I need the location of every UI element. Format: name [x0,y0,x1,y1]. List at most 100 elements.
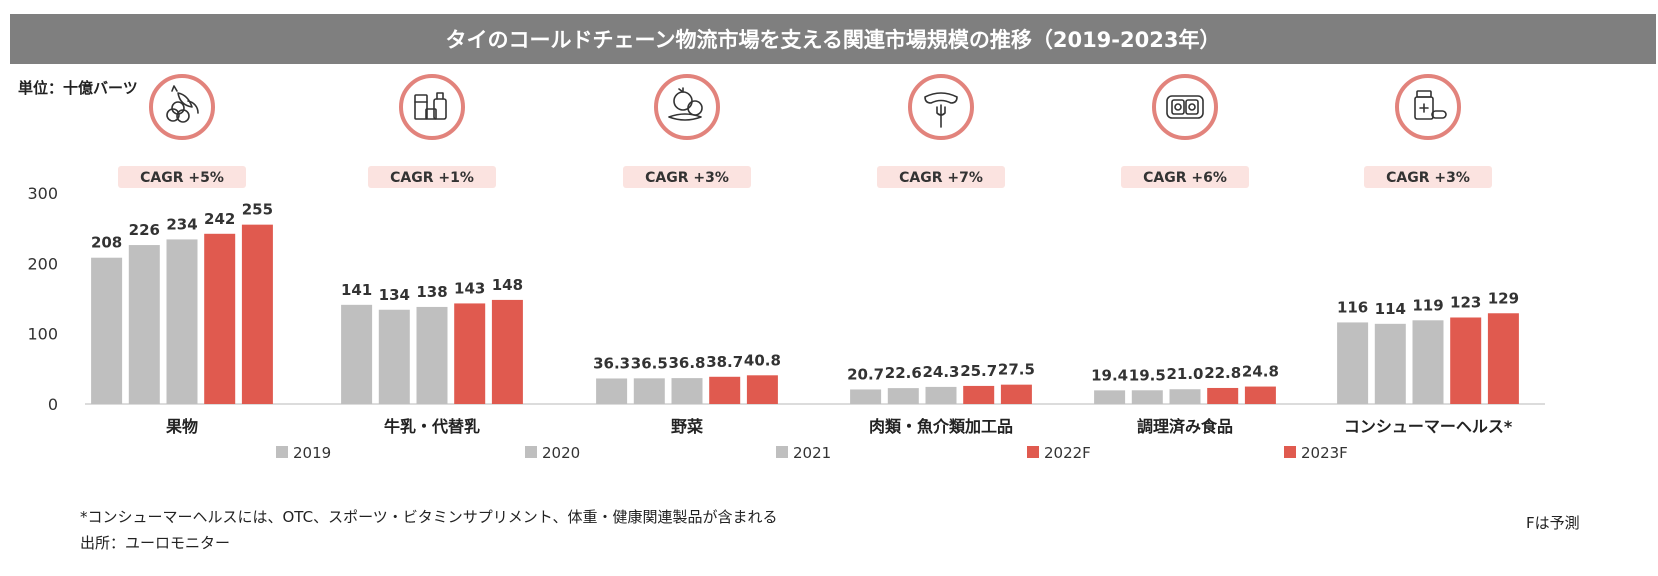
data-label: 141 [341,281,372,299]
data-label: 208 [91,234,122,252]
data-label: 255 [242,201,273,219]
bar-2023f [1487,313,1519,404]
cagr-label: CAGR +3% [645,170,729,186]
data-label: 234 [166,215,197,233]
bar-2022f [1207,387,1239,404]
unit-label: 単位：十億バーツ [18,79,138,97]
cagr-label: CAGR +5% [140,170,224,186]
legend-swatch [1027,446,1039,458]
legend-label: 2021 [793,444,831,462]
ready-meal-icon [1152,74,1218,140]
data-label: 148 [492,276,523,294]
data-label: 226 [129,221,160,239]
category-label: 果物 [165,417,198,436]
bar-2021 [1412,320,1444,404]
data-label: 116 [1337,298,1368,316]
data-label: 22.8 [1204,364,1241,382]
bar-2023f [491,299,523,404]
bar-2023f [1244,386,1276,404]
bar-2020 [887,388,919,404]
data-label: 36.5 [631,354,668,372]
bar-2019 [596,378,628,404]
chart-title: タイのコールドチェーン物流市場を支える関連市場規模の推移（2019-2023年） [10,14,1656,64]
cagr-badge [877,166,1005,188]
legend-swatch [525,446,537,458]
y-tick-label: 200 [27,254,58,273]
legend-label: 2023F [1301,444,1348,462]
data-label: 242 [204,210,235,228]
data-label: 129 [1488,289,1519,307]
bar-2023f [1000,384,1032,404]
bar-2021 [166,239,198,404]
y-tick-label: 300 [27,184,58,203]
bar-2022f [1450,317,1482,404]
data-label: 38.7 [706,353,743,371]
meat-fork-icon [908,74,974,140]
milk-dairy-icon [399,74,465,140]
bar-2021 [925,386,957,404]
bar-2020 [1131,390,1163,404]
bar-2020 [1374,323,1406,404]
cagr-label: CAGR +7% [899,170,983,186]
bar-2019 [341,304,373,404]
data-label: 36.8 [668,354,705,372]
fruit-icon [149,74,215,140]
data-label: 19.4 [1091,366,1128,384]
bar-2021 [1169,389,1201,404]
data-label: 27.5 [998,361,1035,379]
source-note: 出所：ユーロモニター [80,534,231,552]
vegetable-icon [654,74,720,140]
cagr-badge [623,166,751,188]
legend-label: 2019 [293,444,331,462]
bar-2021 [671,378,703,404]
cagr-label: CAGR +6% [1143,170,1227,186]
bar-2022f [204,233,236,404]
bar-2022f [709,376,741,404]
data-label: 138 [416,283,447,301]
data-label: 24.8 [1242,363,1279,381]
forecast-note: Fは予測 [1526,514,1580,532]
category-label: 野菜 [671,417,703,436]
category-label: 肉類・魚介類加工品 [869,417,1013,436]
cagr-label: CAGR +3% [1386,170,1470,186]
bar-2019 [850,389,882,404]
cagr-badge [368,166,496,188]
legend-swatch [776,446,788,458]
bar-2019 [1094,390,1126,404]
data-label: 119 [1412,296,1443,314]
data-label: 21.0 [1166,365,1203,383]
bar-2023f [746,375,778,404]
bar-2022f [963,385,995,404]
bar-2019 [91,257,123,404]
bar-2020 [128,245,160,404]
cagr-badge [118,166,246,188]
legend-swatch [1284,446,1296,458]
footnote: *コンシューマーヘルスには、OTC、スポーツ・ビタミンサプリメント、体重・健康関… [80,508,778,526]
data-label: 36.3 [593,354,630,372]
cagr-badge [1121,166,1249,188]
data-label: 22.6 [885,364,922,382]
bar-2019 [1337,322,1369,404]
data-label: 19.5 [1129,366,1166,384]
bar-2023f [241,224,273,404]
y-tick-label: 100 [27,325,58,344]
category-label: コンシューマーヘルス* [1344,417,1513,436]
bar-2021 [416,306,448,404]
data-label: 143 [454,279,485,297]
legend-label: 2022F [1044,444,1091,462]
category-label: 調理済み食品 [1137,417,1233,436]
data-label: 20.7 [847,365,884,383]
data-label: 123 [1450,293,1481,311]
legend-label: 2020 [542,444,580,462]
data-label: 134 [379,286,410,304]
cagr-badge [1364,166,1492,188]
data-label: 24.3 [922,363,959,381]
data-label: 114 [1375,300,1406,318]
medicine-icon [1395,74,1461,140]
data-label: 40.8 [744,351,781,369]
legend-swatch [276,446,288,458]
category-label: 牛乳・代替乳 [384,417,480,436]
cagr-label: CAGR +1% [390,170,474,186]
bar-2020 [378,309,410,404]
